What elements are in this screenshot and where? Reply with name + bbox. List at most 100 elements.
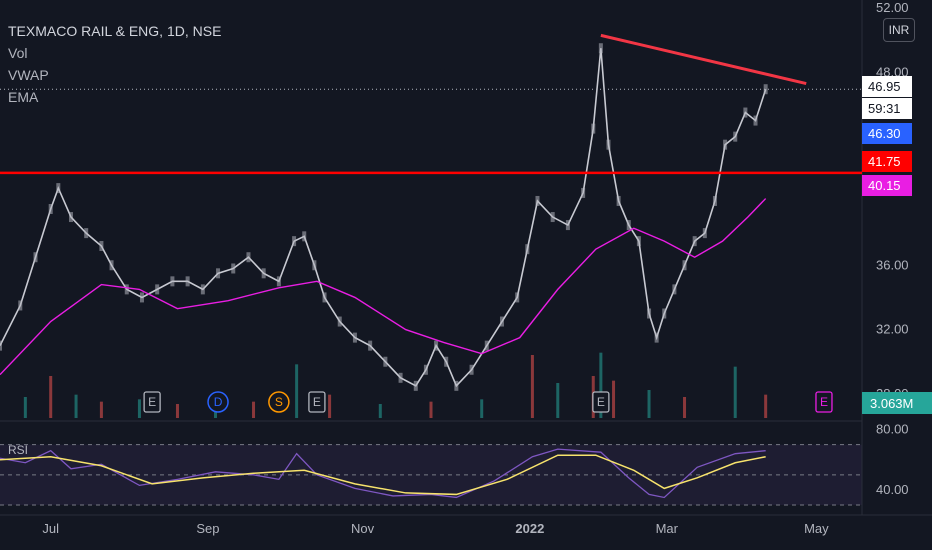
dividend-marker <box>207 391 229 413</box>
price-candle <box>712 195 717 206</box>
price-tick-label: 52.00 <box>876 0 909 15</box>
price-candle <box>398 372 403 383</box>
earnings-marker <box>308 391 326 413</box>
price-candle <box>662 308 667 319</box>
volume-bar <box>252 401 256 418</box>
price-candle <box>647 308 652 319</box>
volume-bar <box>647 390 651 418</box>
price-candle <box>68 212 73 223</box>
price-candle <box>312 260 317 271</box>
price-tag <box>862 98 912 119</box>
price-candle <box>525 244 530 255</box>
volume-bar <box>175 404 179 418</box>
price-candle <box>84 228 89 239</box>
price-candle <box>692 236 697 247</box>
volume-bar <box>295 364 299 418</box>
price-candle <box>124 284 129 295</box>
trend-line <box>600 33 807 86</box>
event-marker-label: E <box>148 395 156 409</box>
price-candle <box>581 187 586 198</box>
volume-bar <box>23 397 27 418</box>
price-candle <box>33 252 38 263</box>
price-candle <box>231 263 236 274</box>
earnings-marker <box>143 391 161 413</box>
time-tick-label: Sep <box>196 521 219 536</box>
volume-bar <box>556 383 560 418</box>
symbol-title[interactable]: TEXMACO RAIL & ENG, 1D, NSE <box>8 23 222 39</box>
volume-bar <box>49 376 53 418</box>
volume-bar <box>683 397 687 418</box>
rsi-indicator-label[interactable]: RSI <box>8 443 29 457</box>
price-candle <box>0 340 2 351</box>
volume-bar <box>429 401 433 418</box>
volume-bar <box>74 394 78 418</box>
price-tag <box>862 151 912 172</box>
price-tag <box>862 76 912 97</box>
time-tick-label: 2022 <box>515 521 544 536</box>
event-marker-label: S <box>275 395 283 409</box>
price-candle <box>723 139 728 150</box>
time-tick-label: May <box>804 521 829 536</box>
earnings-marker <box>592 391 610 413</box>
price-candle <box>18 300 23 311</box>
legend-item-ema[interactable]: EMA <box>8 89 39 105</box>
price-candle <box>444 356 449 367</box>
price-candle <box>743 107 748 118</box>
price-candle <box>515 292 520 303</box>
price-candle <box>109 260 114 271</box>
event-marker-label: E <box>597 395 605 409</box>
currency-button[interactable]: INR <box>883 18 915 42</box>
price-candle <box>56 183 61 194</box>
volume-bar <box>599 352 603 418</box>
price-candle <box>139 292 144 303</box>
time-tick-label: Nov <box>351 521 375 536</box>
volume-bar <box>530 355 534 418</box>
price-candle <box>246 252 251 263</box>
price-candle <box>753 115 758 126</box>
rsi-tick-label: 80.00 <box>876 422 909 437</box>
price-candle <box>591 123 596 134</box>
volume-bar <box>612 380 616 418</box>
price-candle <box>261 268 266 279</box>
price-candle <box>423 364 428 375</box>
price-candle <box>682 260 687 271</box>
price-candle <box>155 284 160 295</box>
price-candle <box>535 195 540 206</box>
time-tick-label: Jul <box>42 521 59 536</box>
volume-bar <box>733 366 737 418</box>
price-candle <box>469 364 474 375</box>
price-candle <box>200 284 205 295</box>
split-marker <box>268 391 290 413</box>
volume-bar <box>99 401 103 418</box>
volume-tag <box>862 392 932 414</box>
volume-bar <box>328 394 332 418</box>
price-candle <box>565 220 570 231</box>
legend-item-vwap[interactable]: VWAP <box>8 67 49 83</box>
volume-bar <box>764 394 768 418</box>
price-candle <box>733 131 738 142</box>
price-tag-label: 59:31 <box>868 101 901 116</box>
price-candle <box>636 236 641 247</box>
price-tag-label: 41.75 <box>868 154 901 169</box>
rsi-tick-label: 40.00 <box>876 482 909 497</box>
volume-bar <box>378 404 382 418</box>
legend-item-vol[interactable]: Vol <box>8 45 28 61</box>
price-candle <box>352 332 357 343</box>
volume-bar <box>480 399 484 418</box>
time-tick-label: Mar <box>656 521 679 536</box>
chart-legend: TEXMACO RAIL & ENG, 1D, NSE Vol VWAP EMA <box>8 20 221 108</box>
price-candle <box>383 356 388 367</box>
rsi-ma-line <box>0 454 766 496</box>
price-tick-label: 48.00 <box>876 64 909 79</box>
event-marker-label: E <box>820 395 828 409</box>
price-candle <box>606 139 611 150</box>
price-tag-label: 46.30 <box>868 126 901 141</box>
price-candle <box>616 195 621 206</box>
price-candle <box>499 316 504 327</box>
earnings-marker <box>815 391 833 413</box>
price-tick-label: 32.00 <box>876 322 909 337</box>
price-candle <box>276 276 281 287</box>
price-candle <box>484 340 489 351</box>
